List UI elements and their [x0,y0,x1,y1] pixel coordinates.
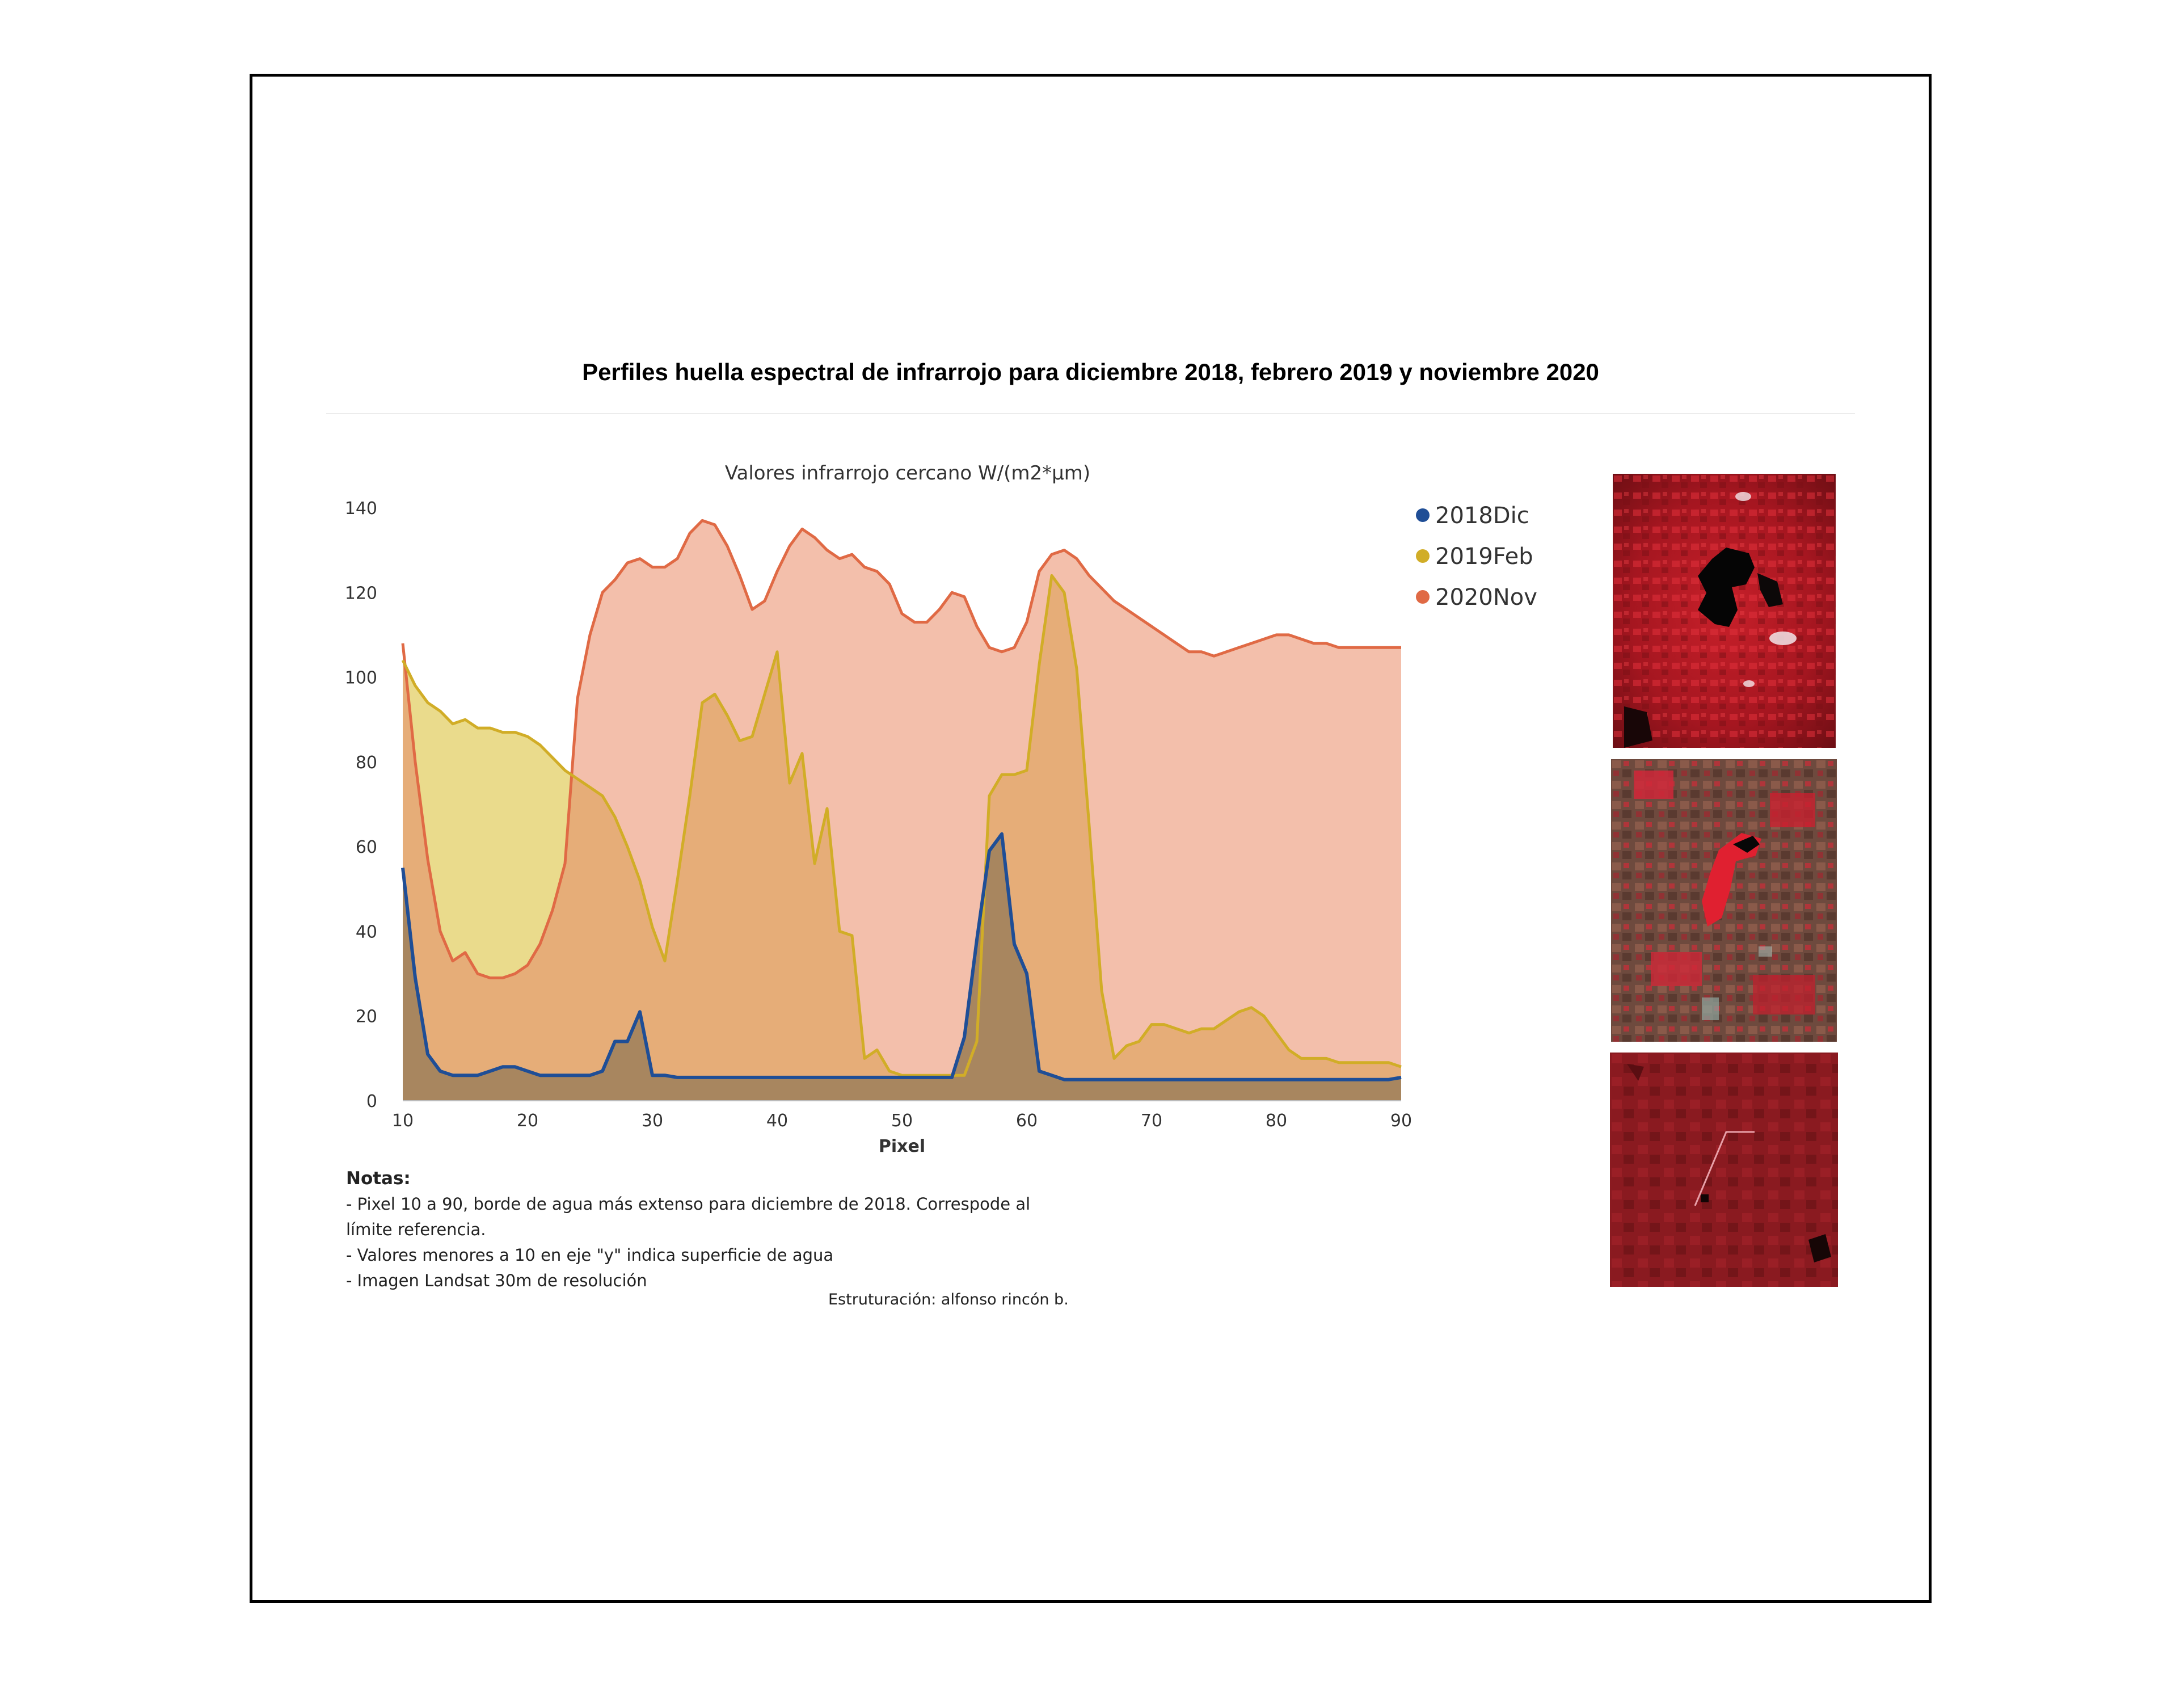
area-2018Dic-top [403,834,1401,1101]
y-tick-label: 140 [345,499,377,519]
x-axis-label: Pixel [879,1136,925,1156]
series-line-2018Dic [401,832,1402,1081]
legend-label: 2019Feb [1435,544,1533,570]
y-tick-label: 0 [366,1092,377,1112]
x-tick-label: 50 [891,1111,913,1131]
x-tick-label: 20 [517,1111,538,1131]
note-line: - Valores menores a 10 en eje "y" indica… [346,1245,834,1265]
chart-title: Valores infrarrojo cercano W/(m2*μm) [725,462,1090,485]
y-tick-label: 40 [356,922,377,942]
legend-label: 2018Dic [1435,503,1529,529]
y-tick-label: 80 [356,753,377,773]
x-tick-label: 30 [642,1111,663,1131]
x-tick-label: 90 [1390,1111,1412,1131]
y-tick-label: 60 [356,837,377,857]
figure-frame [250,74,1932,1603]
x-tick-label: 80 [1266,1111,1287,1131]
note-line: - Pixel 10 a 90, borde de agua más exten… [346,1194,1031,1214]
credit-text: Estruturación: alfonso rincón b. [828,1291,1069,1308]
satellite-image-2018 [1613,474,1836,748]
satellite-image-2019 [1611,759,1837,1042]
x-tick-label: 40 [766,1111,788,1131]
note-line: límite referencia. [346,1220,486,1239]
divider [326,413,1855,414]
spectral-profile-chart: Valores infrarrojo cercano W/(m2*μm) 0 20… [345,462,1537,1156]
series-line-2020Nov [401,519,1401,979]
series-line-2019Feb [401,574,1402,1077]
y-tick-label: 120 [345,583,377,603]
legend-marker [1416,549,1430,563]
satellite-image-2020 [1610,1053,1838,1287]
page-title: Perfiles huella espectral de infrarrojo … [582,359,1599,385]
legend-label: 2020Nov [1435,584,1537,611]
notes-block: Notas: - Pixel 10 a 90, borde de agua má… [346,1166,1197,1294]
y-tick-label: 100 [345,668,377,688]
notes-heading: Notas: [346,1168,411,1189]
x-tick-label: 70 [1141,1111,1162,1131]
legend-marker [1416,508,1430,522]
x-tick-label: 10 [392,1111,414,1131]
legend-marker [1416,590,1430,604]
x-tick-label: 60 [1016,1111,1038,1131]
note-line: - Imagen Landsat 30m de resolución [346,1271,647,1290]
y-tick-label: 20 [356,1007,377,1027]
